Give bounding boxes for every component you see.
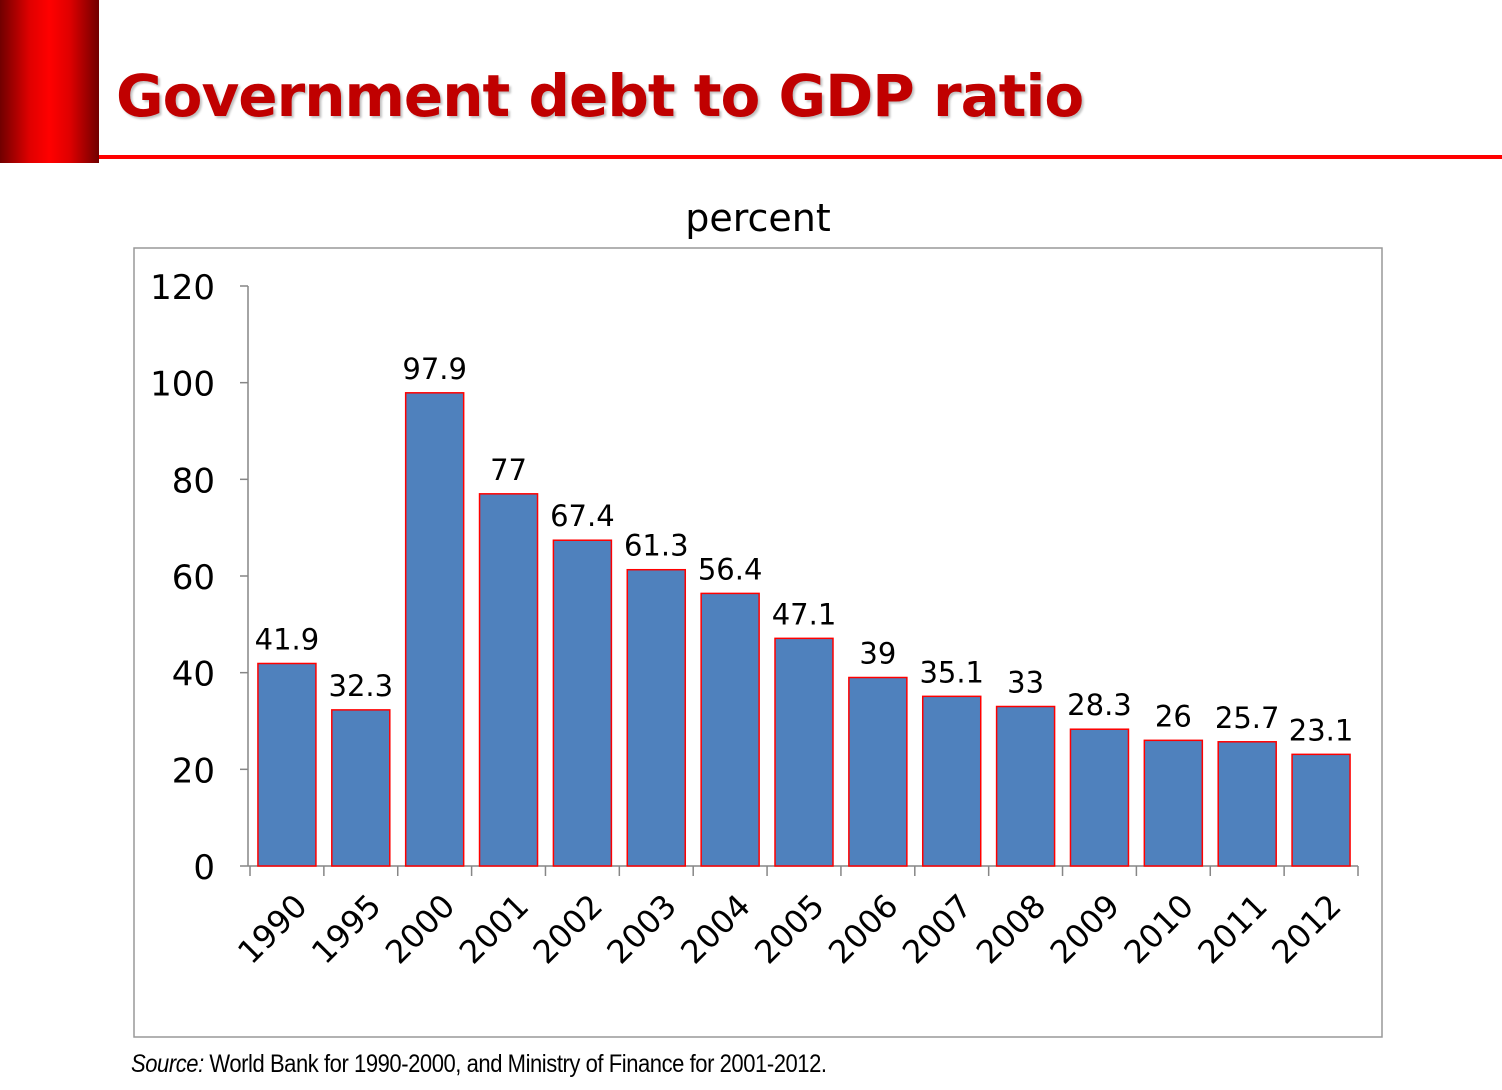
y-tick-label: 0 [193,848,215,888]
data-label: 56.4 [698,552,763,586]
bar-2005 [774,637,834,867]
y-tick-label: 20 [172,751,215,791]
bar-2007 [921,695,982,867]
source-label: Source: [131,1050,204,1078]
bar-2012 [1291,753,1351,867]
data-label: 32.3 [329,669,394,703]
data-label: 25.7 [1215,701,1280,735]
data-label: 35.1 [919,655,984,689]
data-label: 97.9 [402,352,467,386]
bar-2002 [552,539,613,867]
data-label: 39 [859,637,896,671]
data-label: 41.9 [255,622,320,656]
source-text: World Bank for 1990-2000, and Ministry o… [203,1050,827,1078]
data-label: 28.3 [1067,688,1132,722]
bar-2011 [1217,741,1277,867]
data-label: 61.3 [624,529,689,563]
bar-2010 [1143,739,1204,867]
title-accent-block [0,0,99,163]
bar-1990 [257,662,317,867]
bar-2006 [848,676,908,867]
bar-2001 [478,493,539,867]
y-tick-label: 100 [150,365,215,405]
chart-title: percent [685,196,831,240]
bar-2003 [626,568,687,867]
source-note: Source: World Bank for 1990-2000, and Mi… [131,1050,827,1079]
data-label: 26 [1155,699,1192,733]
bar-2000 [404,392,465,867]
y-tick-label: 80 [172,461,215,501]
y-tick-label: 40 [172,655,215,695]
bar-2004 [700,592,760,867]
title-underline [99,155,1502,159]
bar-1995 [331,709,391,867]
y-tick-label: 120 [150,268,215,308]
data-label: 33 [1007,666,1044,700]
data-label: 67.4 [550,499,615,533]
data-label: 23.1 [1289,713,1354,747]
slide-title: Government debt to GDP ratio [116,62,1084,130]
bar-2008 [995,705,1056,867]
y-tick-label: 60 [172,558,215,598]
data-label: 47.1 [772,597,837,631]
bar-2009 [1069,728,1130,867]
data-label: 77 [490,453,527,487]
